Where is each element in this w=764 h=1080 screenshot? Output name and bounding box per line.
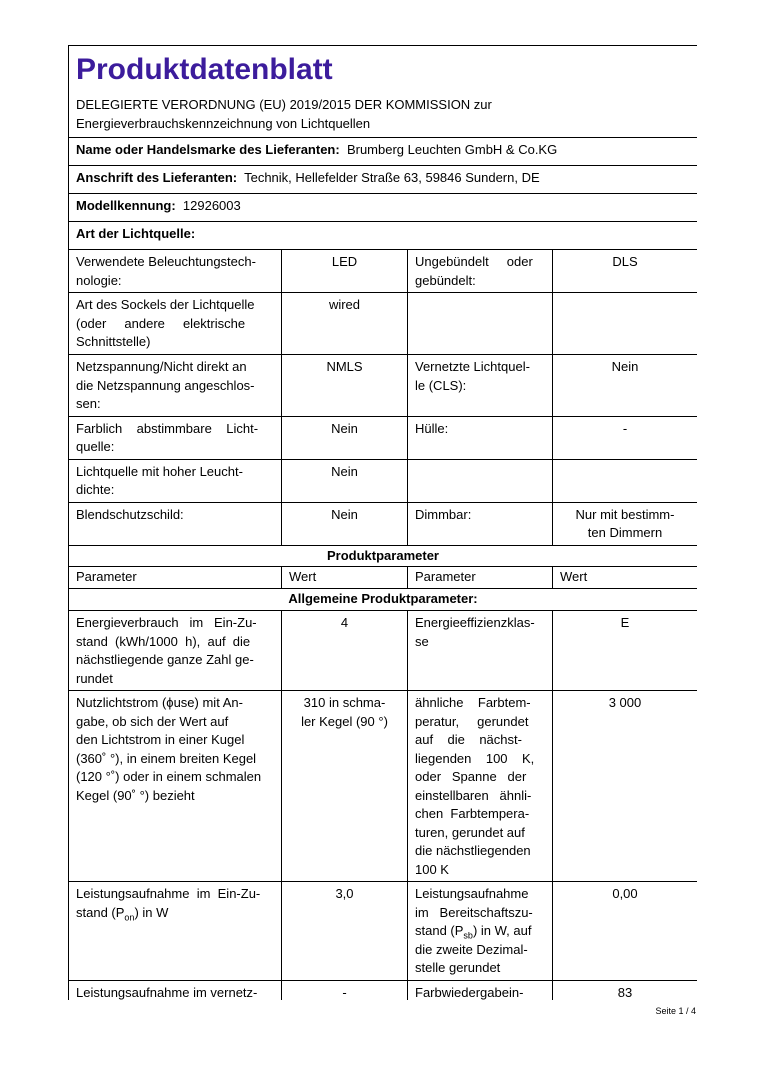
table-cell: Art der Lichtquelle: [68, 221, 697, 250]
table-cell: Allgemeine Produktparameter: [68, 588, 697, 611]
table-row: Blendschutzschild: Nein Dimmbar: Nur mit be… [68, 501, 697, 546]
table-cell: Nein [281, 458, 408, 503]
table-row: Nutzlichtstrom (ϕuse) mit An- gabe, ob s… [68, 690, 697, 882]
table-row: Produktparameter [68, 544, 697, 567]
table-cell: Nein [552, 354, 697, 417]
table-row: Netzspannung/Nicht direkt an die Netzspa… [68, 354, 697, 417]
table-cell: Leistungsaufnahme im vernetz- ten Bereit… [68, 979, 282, 1000]
subscript: on [124, 912, 135, 923]
table-cell: Nein [281, 501, 408, 546]
table-cell: Name oder Handelsmarke des Lieferanten: … [68, 137, 697, 166]
table-cell: Ungebündelt oder gebündelt: [407, 249, 553, 293]
datasheet-table: Produktdatenblatt DELEGIERTE VERORDNUNG (… [68, 45, 697, 1000]
table-cell: Parameter [407, 566, 553, 589]
table-cell: 4 [281, 610, 408, 691]
table-cell: 310 in schma- ler Kegel (90 °) [281, 690, 408, 882]
table-row: Art der Lichtquelle: [68, 221, 697, 250]
table-cell: 83 [552, 979, 697, 1000]
table-cell: Produktparameter [68, 544, 697, 567]
table-cell: ähnliche Farbtem- peratur, gerundet auf … [407, 690, 553, 882]
table-cell: 0,00 [552, 881, 697, 981]
cell-text: Leistungsaufnahme im Bereitschaftszu- st… [415, 886, 533, 938]
table-row: Art des Sockels der Lichtquelle (oder an… [68, 292, 697, 355]
table-cell: Vernetzte Lichtquel- le (CLS): [407, 354, 553, 417]
table-cell: Wert [281, 566, 408, 589]
table-cell: Leistungsaufnahme im Ein-Zu- stand (Pon)… [68, 881, 282, 981]
table-row: Leistungsaufnahme im vernetz- ten Bereit… [68, 979, 697, 1000]
table-row: Name oder Handelsmarke des Lieferanten: … [68, 137, 697, 166]
table-cell: Nein [281, 415, 408, 460]
title: Produktdatenblatt [76, 53, 333, 86]
page-footer: Seite 1 / 4 [655, 1006, 696, 1016]
table-row: Energieverbrauch im Ein-Zu- stand (kWh/1… [68, 610, 697, 691]
table-cell: Hülle: [407, 415, 553, 460]
table-cell: 3 000 [552, 690, 697, 882]
table-cell: 3,0 [281, 881, 408, 981]
table-row: Farblich abstimmbare Licht- quelle: Nein H… [68, 415, 697, 460]
table-cell: DLS [552, 249, 697, 293]
field-value: 12926003 [182, 198, 241, 213]
table-cell: Energieeffizienzklas- se [407, 610, 553, 691]
table-cell: Energieverbrauch im Ein-Zu- stand (kWh/1… [68, 610, 282, 691]
table-row: Modellkennung: 12926003 [68, 193, 697, 222]
cell-text: ) in W, auf die zweite Dezimal- stelle g… [415, 923, 532, 975]
table-cell: Parameter [68, 566, 282, 589]
table-cell: Farblich abstimmbare Licht- quelle: [68, 415, 282, 460]
field-label: Modellkennung: [76, 198, 176, 213]
datasheet: Produktdatenblatt DELEGIERTE VERORDNUNG (… [68, 45, 697, 1000]
subtitle: DELEGIERTE VERORDNUNG (EU) 2019/2015 DER… [76, 97, 492, 131]
table-cell: Netzspannung/Nicht direkt an die Netzspa… [68, 354, 282, 417]
table-cell: NMLS [281, 354, 408, 417]
table-cell [552, 292, 697, 355]
field-value: Brumberg Leuchten GmbH & Co.KG [346, 142, 558, 157]
table-cell: Leistungsaufnahme im Bereitschaftszu- st… [407, 881, 553, 981]
table-cell: Art des Sockels der Lichtquelle (oder an… [68, 292, 282, 355]
table-cell: Nutzlichtstrom (ϕuse) mit An- gabe, ob s… [68, 690, 282, 882]
table-cell [552, 458, 697, 503]
table-cell: Farbwiedergabein- dex, auf die [407, 979, 553, 1000]
table-cell: Nur mit bestimm- ten Dimmern [552, 501, 697, 546]
table-row: Lichtquelle mit hoher Leucht- dichte: Nei… [68, 458, 697, 503]
table-body: Produktdatenblatt DELEGIERTE VERORDNUNG (… [68, 45, 697, 1000]
table-cell: Blendschutzschild: [68, 501, 282, 546]
table-cell: Dimmbar: [407, 501, 553, 546]
field-label: Anschrift des Lieferanten: [76, 170, 238, 185]
subscript: sb [463, 930, 473, 941]
table-row: Anschrift des Lieferanten: Technik, Hell… [68, 165, 697, 194]
cell-text: ) in W [134, 904, 169, 920]
cell-text: Leistungsaufnahme im vernetz- ten Bereit… [76, 984, 258, 1000]
table-row: Verwendete Beleuchtungstech- nologie: LED… [68, 249, 697, 293]
title-row: Produktdatenblatt DELEGIERTE VERORDNUNG (… [68, 45, 697, 138]
table-cell: wired [281, 292, 408, 355]
table-cell: Verwendete Beleuchtungstech- nologie: [68, 249, 282, 293]
table-cell [407, 458, 553, 503]
table-cell: - [552, 415, 697, 460]
table-row: Parameter Wert Parameter Wert [68, 566, 697, 589]
table-cell [407, 292, 553, 355]
table-row: Allgemeine Produktparameter: [68, 588, 697, 611]
table-cell: LED [281, 249, 408, 293]
field-label: Name oder Handelsmarke des Lieferanten: [76, 142, 340, 157]
table-cell: Anschrift des Lieferanten: Technik, Hell… [68, 165, 697, 194]
title-cell: Produktdatenblatt DELEGIERTE VERORDNUNG (… [68, 45, 697, 138]
table-row: Leistungsaufnahme im Ein-Zu- stand (Pon)… [68, 881, 697, 981]
table-cell: Wert [552, 566, 697, 589]
table-cell: - [281, 979, 408, 1000]
field-value: Technik, Hellefelder Straße 63, 59846 Su… [244, 170, 540, 185]
table-cell: Modellkennung: 12926003 [68, 193, 697, 222]
cell-text: Leistungsaufnahme im Ein-Zu- stand (P [76, 886, 261, 920]
table-cell: E [552, 610, 697, 691]
table-cell: Lichtquelle mit hoher Leucht- dichte: [68, 458, 282, 503]
